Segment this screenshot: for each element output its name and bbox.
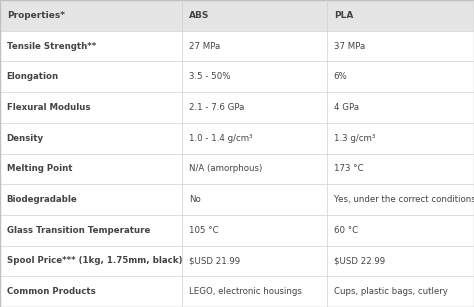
Text: 27 MPa: 27 MPa xyxy=(189,41,220,51)
Text: N/A (amorphous): N/A (amorphous) xyxy=(189,164,263,173)
Text: 60 °C: 60 °C xyxy=(334,226,358,235)
Bar xyxy=(182,92,327,123)
Bar xyxy=(182,184,327,215)
Text: No: No xyxy=(189,195,201,204)
Text: Properties*: Properties* xyxy=(7,11,64,20)
Bar xyxy=(0,154,182,184)
Bar xyxy=(327,246,474,276)
Text: Melting Point: Melting Point xyxy=(7,164,72,173)
Bar xyxy=(182,31,327,61)
Text: 1.0 - 1.4 g/cm³: 1.0 - 1.4 g/cm³ xyxy=(189,134,253,143)
Text: 1.3 g/cm³: 1.3 g/cm³ xyxy=(334,134,375,143)
Text: 173 °C: 173 °C xyxy=(334,164,363,173)
Bar xyxy=(0,0,182,31)
Bar xyxy=(0,92,182,123)
Bar xyxy=(182,0,327,31)
Text: Flexural Modulus: Flexural Modulus xyxy=(7,103,90,112)
Bar xyxy=(327,123,474,154)
Text: Yes, under the correct conditions: Yes, under the correct conditions xyxy=(334,195,474,204)
Bar xyxy=(182,276,327,307)
Bar xyxy=(182,123,327,154)
Bar xyxy=(182,246,327,276)
Bar xyxy=(327,31,474,61)
Text: 4 GPa: 4 GPa xyxy=(334,103,359,112)
Text: PLA: PLA xyxy=(334,11,353,20)
Text: 37 MPa: 37 MPa xyxy=(334,41,365,51)
Bar xyxy=(327,154,474,184)
Bar xyxy=(0,61,182,92)
Text: $USD 22.99: $USD 22.99 xyxy=(334,256,385,266)
Bar xyxy=(0,31,182,61)
Text: Biodegradable: Biodegradable xyxy=(7,195,77,204)
Text: 3.5 - 50%: 3.5 - 50% xyxy=(189,72,231,81)
Bar xyxy=(0,276,182,307)
Text: Elongation: Elongation xyxy=(7,72,59,81)
Bar xyxy=(182,215,327,246)
Bar xyxy=(327,92,474,123)
Text: 2.1 - 7.6 GPa: 2.1 - 7.6 GPa xyxy=(189,103,245,112)
Bar xyxy=(182,61,327,92)
Text: ABS: ABS xyxy=(189,11,210,20)
Bar xyxy=(0,184,182,215)
Text: 105 °C: 105 °C xyxy=(189,226,219,235)
Bar xyxy=(0,215,182,246)
Text: Glass Transition Temperature: Glass Transition Temperature xyxy=(7,226,150,235)
Bar xyxy=(182,154,327,184)
Text: 6%: 6% xyxy=(334,72,347,81)
Text: Cups, plastic bags, cutlery: Cups, plastic bags, cutlery xyxy=(334,287,447,296)
Bar xyxy=(0,246,182,276)
Bar xyxy=(0,123,182,154)
Text: Spool Price*** (1kg, 1.75mm, black): Spool Price*** (1kg, 1.75mm, black) xyxy=(7,256,182,266)
Text: Common Products: Common Products xyxy=(7,287,95,296)
Bar xyxy=(327,215,474,246)
Bar xyxy=(327,184,474,215)
Bar xyxy=(327,276,474,307)
Text: $USD 21.99: $USD 21.99 xyxy=(189,256,240,266)
Text: Tensile Strength**: Tensile Strength** xyxy=(7,41,96,51)
Bar xyxy=(327,0,474,31)
Text: LEGO, electronic housings: LEGO, electronic housings xyxy=(189,287,302,296)
Bar xyxy=(327,61,474,92)
Text: Density: Density xyxy=(7,134,44,143)
